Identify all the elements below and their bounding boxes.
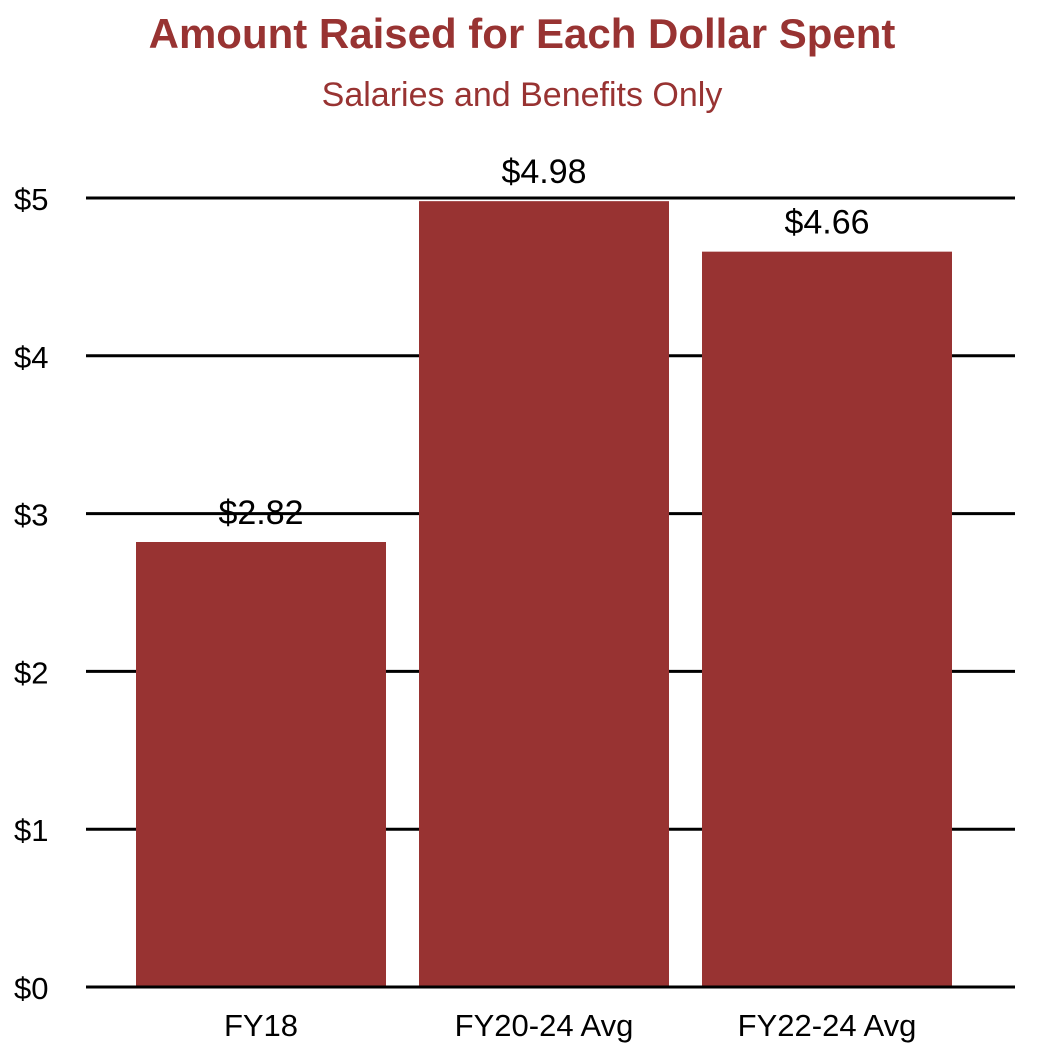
bar <box>419 201 669 987</box>
x-tick-label: FY18 <box>224 1008 298 1043</box>
y-tick-label: $5 <box>14 182 48 217</box>
y-tick-label: $3 <box>14 498 48 533</box>
chart-subtitle: Salaries and Benefits Only <box>321 76 723 114</box>
y-tick-label: $0 <box>14 971 48 1006</box>
y-axis-tick-labels: $0 $1 $2 $3 $4 $5 <box>14 182 48 1006</box>
bars <box>136 201 952 988</box>
y-tick-label: $4 <box>14 340 48 375</box>
data-label: $4.66 <box>784 204 869 242</box>
chart-title: Amount Raised for Each Dollar Spent <box>148 10 896 57</box>
x-tick-label: FY22-24 Avg <box>738 1008 917 1043</box>
bar <box>136 542 386 987</box>
y-tick-label: $2 <box>14 655 48 690</box>
bar <box>702 251 952 988</box>
x-tick-label: FY20-24 Avg <box>455 1008 634 1043</box>
data-label: $2.82 <box>218 494 303 532</box>
y-tick-label: $1 <box>14 813 48 848</box>
data-labels: $2.82 $4.98 $4.66 <box>218 153 869 532</box>
x-axis-tick-labels: FY18 FY20-24 Avg FY22-24 Avg <box>224 1008 916 1043</box>
data-label: $4.98 <box>501 153 586 191</box>
